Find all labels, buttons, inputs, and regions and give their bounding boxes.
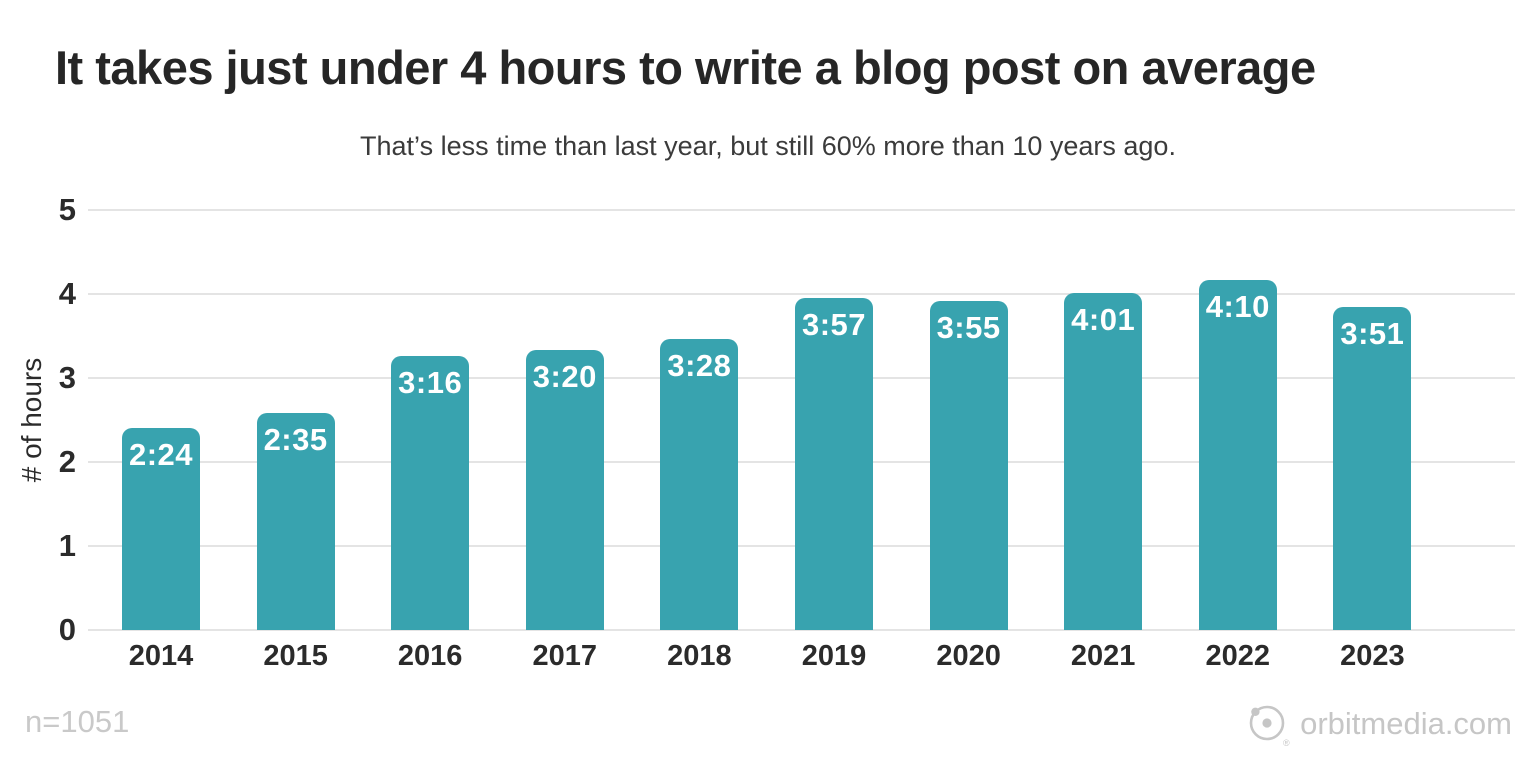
bar-2023: 3:51 — [1333, 306, 1412, 630]
x-tick-label-2018: 2018 — [667, 640, 732, 672]
svg-text:®: ® — [1283, 738, 1290, 748]
x-tick-label-2023: 2023 — [1340, 640, 1405, 672]
bar-value-label: 2:24 — [128, 437, 194, 473]
y-tick-label-4: 4 — [58, 276, 76, 311]
bar-2015: 2:35 — [256, 413, 335, 630]
bar-2022: 4:10 — [1198, 279, 1277, 630]
bar-value-label: 3:20 — [532, 359, 597, 395]
x-tick-label-2020: 2020 — [936, 640, 1001, 672]
bar-value-label: 3:51 — [1340, 315, 1405, 351]
x-tick-label-2021: 2021 — [1070, 640, 1136, 672]
bar-value-label: 2:35 — [263, 422, 328, 458]
brand-footer: ® orbitmedia.com — [1242, 698, 1512, 750]
x-tick-label-2019: 2019 — [801, 640, 867, 672]
brand-text: orbitmedia.com — [1300, 706, 1512, 741]
y-tick-label-1: 1 — [58, 528, 76, 563]
x-tick-label-2017: 2017 — [532, 640, 598, 672]
bar-value-label: 4:10 — [1205, 288, 1270, 324]
x-tick-label-2022: 2022 — [1205, 640, 1271, 672]
y-tick-label-5: 5 — [58, 192, 76, 227]
bar-2020: 3:55 — [929, 300, 1008, 630]
gridline-y-5 — [88, 209, 1515, 211]
orbitmedia-logo-icon: ® — [1249, 705, 1290, 748]
bar-2014: 2:24 — [122, 428, 200, 630]
bar-value-label: 3:28 — [667, 347, 732, 383]
x-tick-label-2014: 2014 — [128, 640, 194, 672]
y-tick-label-3: 3 — [58, 360, 76, 395]
bar-2016: 3:16 — [391, 355, 470, 630]
chart-subtitle: That’s less time than last year, but sti… — [360, 131, 1176, 161]
gridline-y-4 — [88, 293, 1515, 295]
bar-2018: 3:28 — [660, 338, 739, 630]
sample-size-label: n=1051 — [25, 704, 130, 739]
bar-value-label: 3:16 — [398, 364, 463, 400]
bar-value-label: 3:57 — [801, 307, 867, 343]
bar-value-label: 4:01 — [1071, 301, 1136, 337]
bar-value-label: 3:55 — [936, 309, 1001, 345]
bar-2017: 3:20 — [525, 350, 604, 630]
y-tick-label-0: 0 — [58, 612, 76, 647]
chart-title: It takes just under 4 hours to write a b… — [55, 41, 1316, 94]
x-tick-label-2016: 2016 — [397, 640, 463, 672]
y-tick-label-2: 2 — [58, 444, 76, 479]
gridline-y-0 — [88, 629, 1515, 631]
bar-2019: 3:57 — [795, 298, 873, 630]
bar-2021: 4:01 — [1064, 292, 1143, 630]
x-tick-label-2015: 2015 — [263, 640, 328, 672]
